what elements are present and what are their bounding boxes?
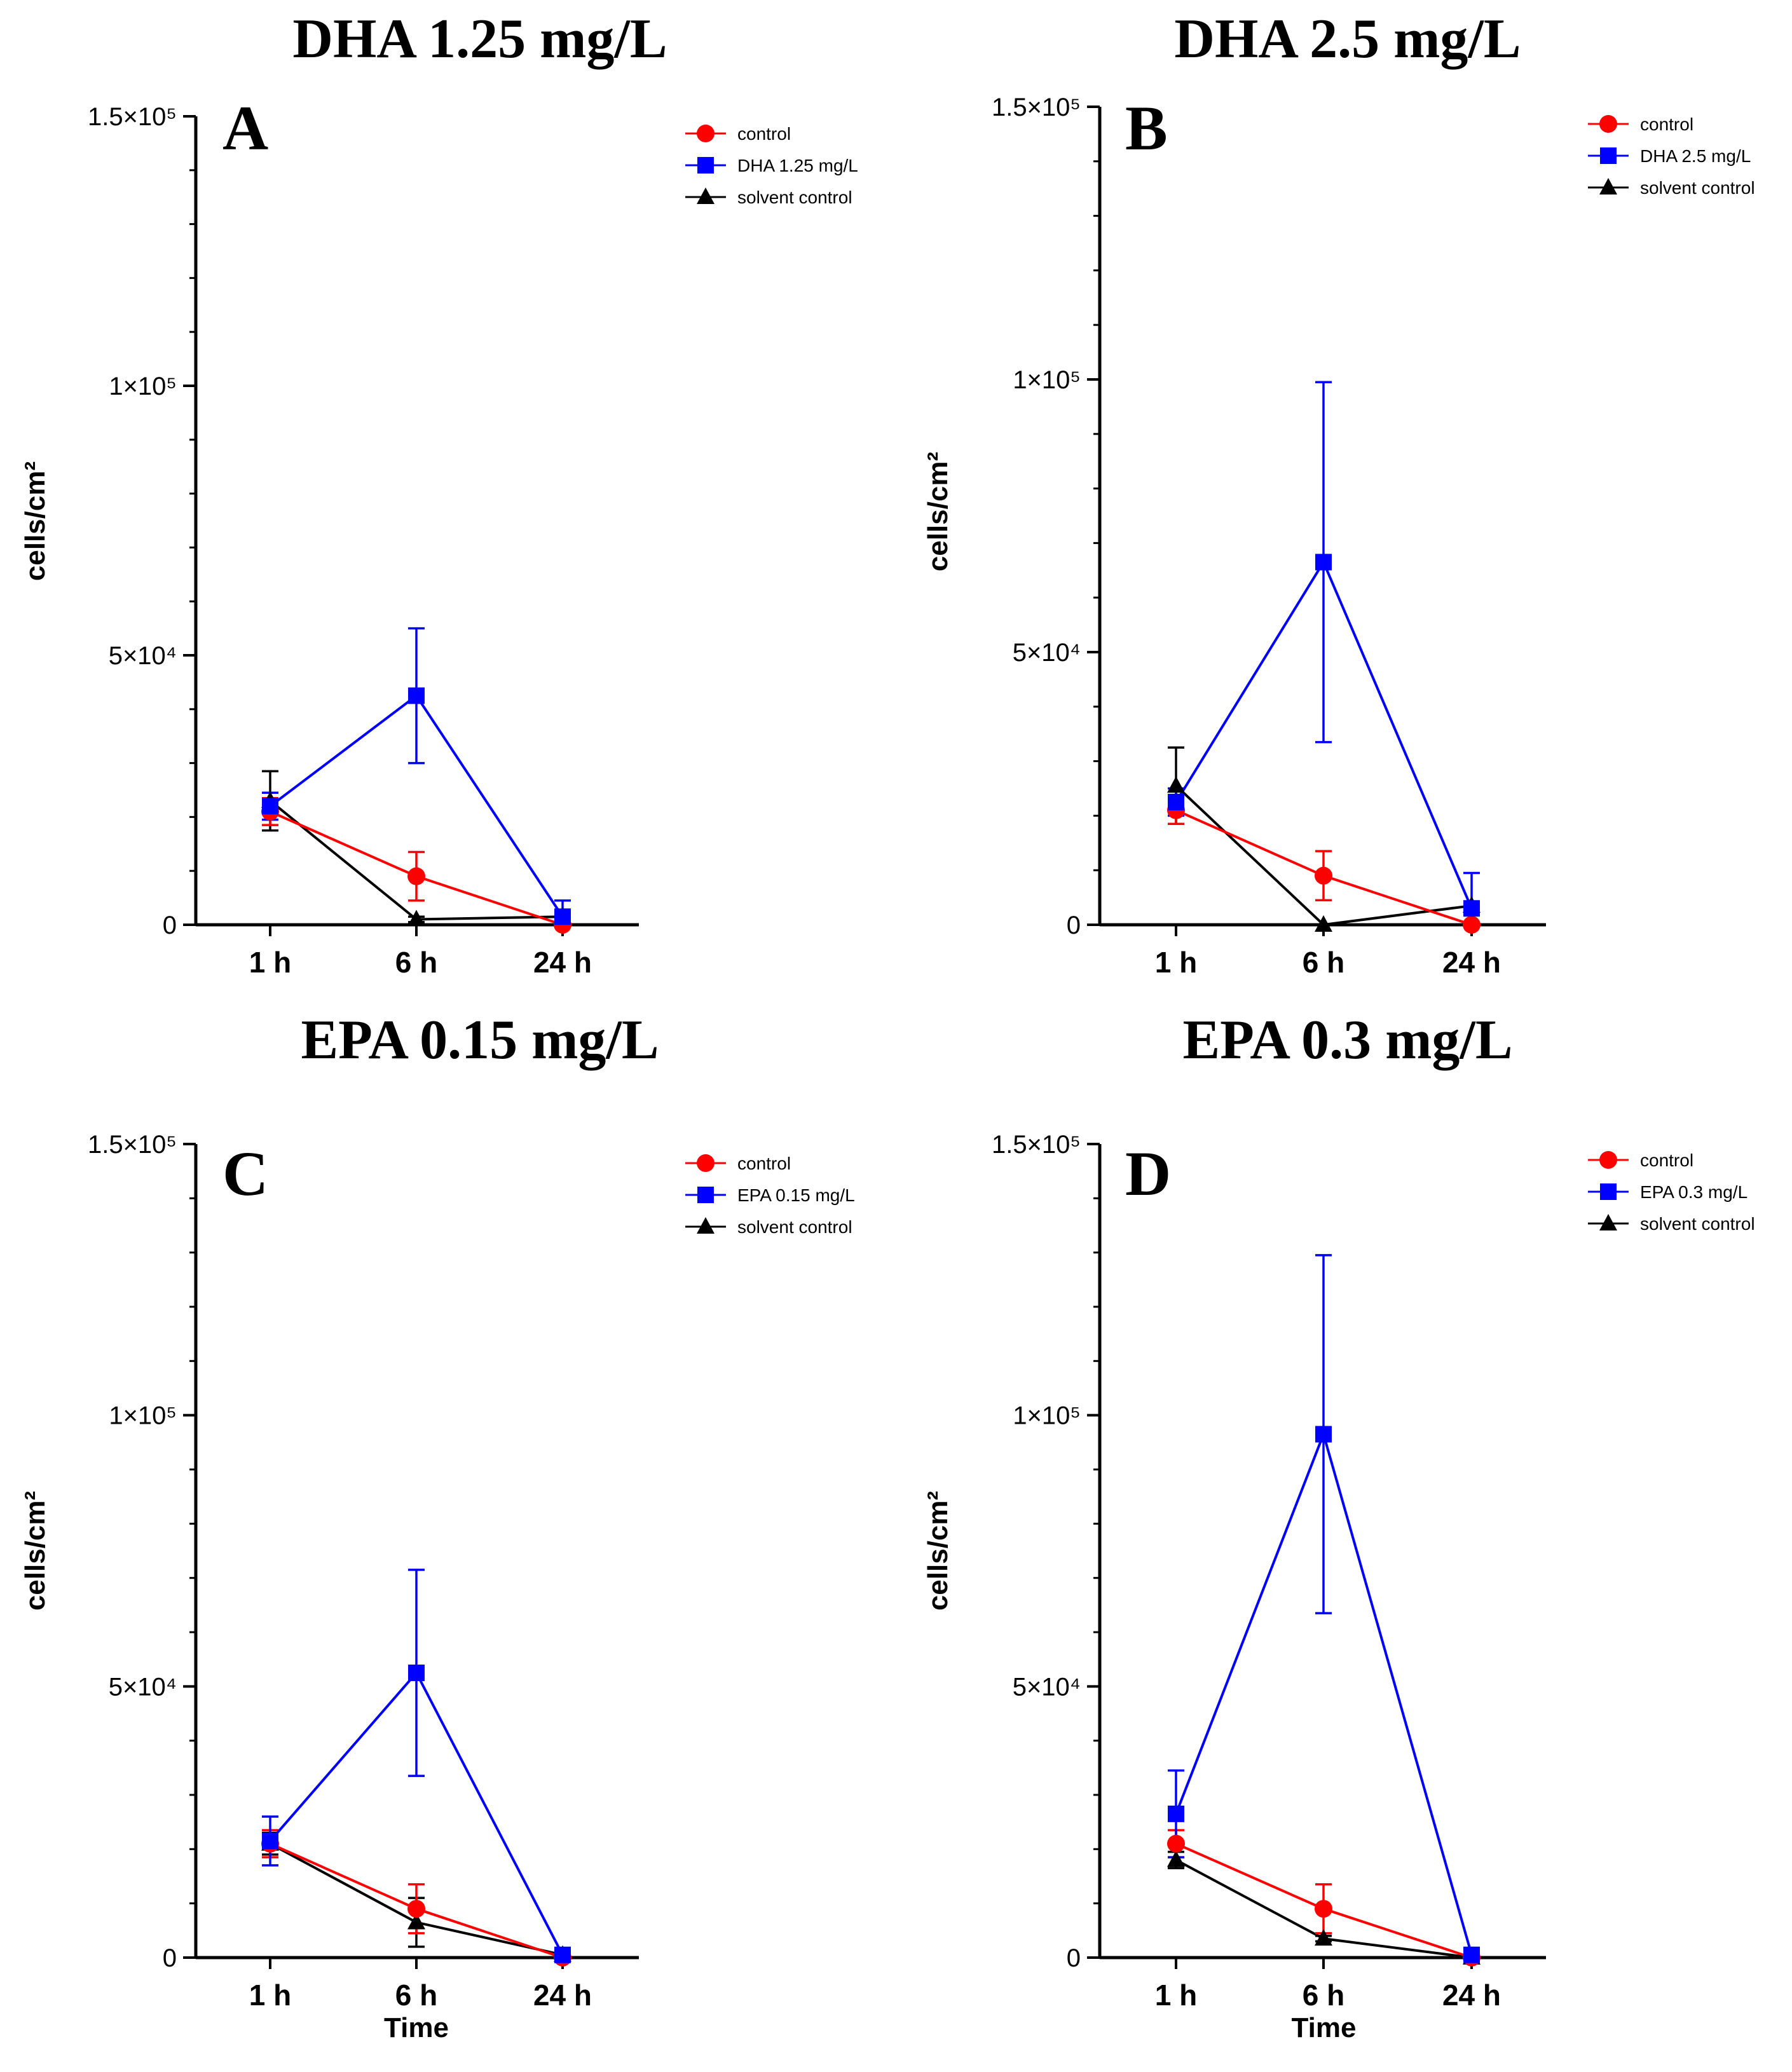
panel-d-legend-marker [1600, 1183, 1617, 1200]
panel-d-series-epa-0-3-mg-l-point [1168, 1805, 1184, 1822]
panel-c-y-tick-label: 0 [163, 1944, 177, 1972]
panel-a-series-control-point [407, 867, 425, 885]
panel-b-letter: B [1125, 93, 1168, 163]
panel-d-y-tick-label: 1.5×10⁵ [992, 1131, 1081, 1159]
panel-b-title: DHA 2.5 mg/L [1174, 8, 1521, 70]
panel-d-legend-marker [1599, 1214, 1617, 1230]
panel-a-series-dha-1-25-mg-l-point [554, 908, 571, 925]
panel-c-y-tick-label: 1.5×10⁵ [88, 1131, 177, 1159]
panel-a-legend-marker [697, 157, 714, 174]
panel-d-series-epa-0-3-mg-l-point [1463, 1946, 1480, 1963]
panel-b-y-tick-label: 1.5×10⁵ [992, 93, 1081, 121]
panel-a-x-tick-label: 6 h [395, 946, 437, 979]
panel-c-legend-marker [697, 1187, 714, 1203]
panel-d-title: EPA 0.3 mg/L [1182, 1009, 1512, 1071]
panel-a-y-tick-label: 1×10⁵ [109, 372, 177, 400]
panel-d-legend-marker [1599, 1151, 1617, 1169]
panel-b-x-tick-label: 24 h [1442, 946, 1501, 979]
panel-a-y-tick-label: 0 [163, 911, 177, 939]
panel-b-legend-marker [1599, 115, 1617, 133]
panel-a-series-dha-1-25-mg-l-point [408, 687, 425, 704]
panel-c-y-tick-label: 5×10⁴ [109, 1673, 177, 1701]
panel-d-y-tick-label: 0 [1067, 1944, 1081, 1972]
panel-b-x-tick-label: 1 h [1155, 946, 1197, 979]
panel-a-y-tick-label: 1.5×10⁵ [88, 103, 177, 131]
panel-c-series-control-point [407, 1900, 425, 1918]
panel-b-legend-marker [1600, 147, 1617, 164]
panel-b-y-tick-label: 0 [1067, 911, 1081, 939]
panel-c-y-axis-label: cells/cm² [20, 1491, 51, 1611]
panel-c-x-axis-label: Time [384, 2012, 449, 2043]
panel-a-title: DHA 1.25 mg/L [292, 8, 667, 70]
panel-b-series-dha-2-5-mg-l-point [1463, 900, 1480, 917]
panel-c-y-tick-label: 1×10⁵ [109, 1402, 177, 1430]
panel-a-x-tick-label: 1 h [249, 946, 291, 979]
panel-b-series-solvent-control-point [1315, 915, 1332, 932]
panel-a-series-solvent-control-point [407, 910, 425, 927]
panel-a-y-axis-label: cells/cm² [20, 461, 51, 581]
panel-d-series-epa-0-3-mg-l-point [1315, 1426, 1332, 1443]
panel-b: 0 5×10⁴ 1×10⁵ 1.5×10⁵ 1 h 6 h 24 h cells/cm² con… [922, 93, 1755, 979]
panel-a-letter: A [222, 93, 268, 163]
panel-b-legend-label: solvent control [1640, 178, 1755, 198]
panel-a-legend-label: control [737, 124, 791, 144]
panel-b-series-dha-2-5-mg-l-point [1168, 793, 1184, 810]
panel-b-series-dha-2-5-mg-l-point [1315, 554, 1332, 571]
panel-c-legend-label: solvent control [737, 1217, 852, 1237]
panel-d-y-tick-label: 1×10⁵ [1013, 1402, 1081, 1430]
panel-d-y-axis-label: cells/cm² [922, 1491, 954, 1611]
panel-c-series-epa-0-15-mg-l-point [408, 1665, 425, 1681]
panel-a: 0 5×10⁴ 1×10⁵ 1.5×10⁵ 1 h 6 h 24 h cells/cm² con… [20, 103, 858, 979]
panel-d: 0 5×10⁴ 1×10⁵ 1.5×10⁵ 1 h 6 h 24 h cells/cm² Tim… [922, 1131, 1755, 2043]
panel-b-y-tick-label: 1×10⁵ [1013, 366, 1081, 394]
panel-d-letter: D [1125, 1138, 1171, 1209]
panel-d-legend-label: control [1640, 1150, 1693, 1170]
panel-c-legend-marker [697, 1217, 715, 1234]
panel-c-letter: C [222, 1138, 268, 1209]
panel-c: 0 5×10⁴ 1×10⁵ 1.5×10⁵ 1 h 6 h 24 h cells/cm² Tim… [20, 1131, 855, 2043]
panel-d-legend-label: EPA 0.3 mg/L [1640, 1182, 1748, 1202]
panel-a-x-tick-label: 24 h [533, 946, 592, 979]
panel-a-series-dha-1-25-mg-l-point [262, 798, 278, 815]
panel-d-x-axis-label: Time [1292, 2012, 1357, 2043]
plots-layer: 0 5×10⁴ 1×10⁵ 1.5×10⁵ 1 h 6 h 24 h cells/cm² con… [20, 93, 1755, 2043]
panel-d-series-solvent-control-point [1315, 1929, 1332, 1946]
panel-a-legend-marker [697, 125, 715, 142]
panel-c-series-epa-0-15-mg-l-point [262, 1832, 278, 1850]
panel-b-y-tick-label: 5×10⁴ [1013, 639, 1081, 667]
panel-b-series-control-point [1463, 916, 1481, 934]
panel-b-series-control-point [1315, 866, 1332, 885]
panel-c-series-epa-0-15-mg-l-point [554, 1946, 571, 1963]
panel-c-title: EPA 0.15 mg/L [301, 1009, 659, 1071]
panel-b-legend-label: control [1640, 114, 1693, 134]
panel-b-series-solvent-control-point [1167, 776, 1185, 793]
panel-a-y-tick-label: 5×10⁴ [109, 642, 177, 670]
panel-a-legend-marker [697, 187, 715, 204]
panel-c-legend-label: EPA 0.15 mg/L [737, 1185, 855, 1205]
panel-c-series-solvent-control-point [407, 1912, 425, 1930]
panel-d-legend-label: solvent control [1640, 1214, 1755, 1234]
panel-c-legend-marker [697, 1154, 715, 1172]
panel-b-legend-label: DHA 2.5 mg/L [1640, 146, 1751, 166]
panel-c-legend-label: control [737, 1154, 791, 1173]
panel-d-y-tick-label: 5×10⁴ [1013, 1673, 1081, 1701]
panel-d-x-tick-label: 1 h [1155, 1979, 1197, 2012]
panel-d-series-control-point [1315, 1900, 1332, 1918]
panel-a-legend-label: solvent control [737, 187, 852, 207]
panel-b-legend-marker [1599, 178, 1617, 194]
panel-d-series-solvent-control-point [1167, 1850, 1185, 1867]
panel-d-series-control-point [1167, 1834, 1185, 1853]
panel-d-x-tick-label: 24 h [1442, 1979, 1501, 2012]
panel-a-legend-label: DHA 1.25 mg/L [737, 156, 858, 175]
panel-b-x-tick-label: 6 h [1303, 946, 1344, 979]
panel-b-y-axis-label: cells/cm² [922, 452, 954, 571]
panel-c-x-tick-label: 24 h [533, 1979, 592, 2012]
panel-d-x-tick-label: 6 h [1303, 1979, 1344, 2012]
panel-c-x-tick-label: 6 h [395, 1979, 437, 2012]
panel-c-x-tick-label: 1 h [249, 1979, 291, 2012]
